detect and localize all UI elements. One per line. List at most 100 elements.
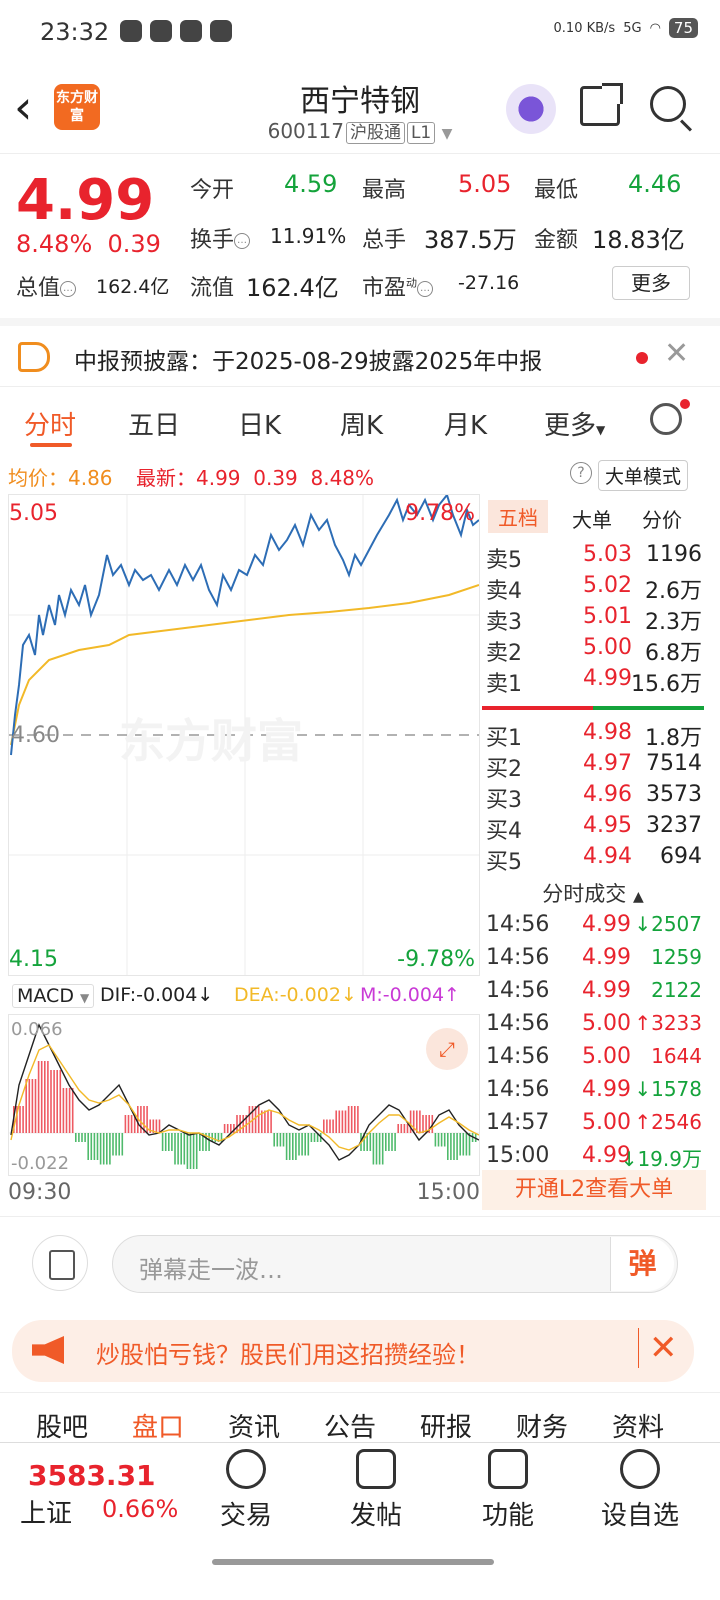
high-label: 最高 <box>362 178 407 203</box>
macd-bar <box>158 1119 161 1133</box>
tab-news[interactable]: 资讯 <box>228 1413 281 1443</box>
macd-bar <box>19 1106 21 1133</box>
promo-text[interactable]: 炒股怕亏钱？股民们用这招攒经验！ <box>96 1341 480 1369</box>
index-value[interactable]: 3583.31 <box>28 1459 156 1492</box>
tab-announcements[interactable]: 公告 <box>324 1413 377 1443</box>
tab-day-k[interactable]: 日K <box>238 411 282 441</box>
level-price: 5.03 <box>583 542 632 567</box>
close-icon[interactable]: ✕ <box>664 336 690 371</box>
macd-bar <box>357 1106 359 1133</box>
tick-volume: 1644 <box>651 1044 702 1068</box>
macd-chart[interactable]: 0.066 -0.022 <box>8 1014 480 1176</box>
macd-bar <box>369 1133 372 1151</box>
y-min-label: 4.15 <box>9 947 58 972</box>
l2-upgrade-banner[interactable]: 开通L2查看大单 <box>482 1170 706 1210</box>
info-icon[interactable]: … <box>60 281 77 297</box>
tab-month-k[interactable]: 月K <box>444 411 488 441</box>
tab-finance[interactable]: 财务 <box>516 1413 569 1443</box>
macd-bar <box>248 1106 251 1133</box>
info-icon[interactable]: … <box>234 233 251 249</box>
nav-add-watchlist[interactable]: 设自选 <box>590 1449 690 1532</box>
tick-row: 14:56 4.99 2122 <box>486 978 704 1011</box>
macd-bar <box>316 1133 319 1142</box>
tick-time: 14:56 <box>486 1077 550 1102</box>
tick-volume: ↑3233 <box>634 1011 702 1035</box>
macd-bar <box>310 1133 313 1142</box>
change-pct: 8.48% <box>16 230 93 258</box>
level-label: 卖1 <box>486 672 522 697</box>
help-icon[interactable]: ? <box>570 462 592 484</box>
back-icon[interactable]: ‹ <box>14 80 33 134</box>
app-logo[interactable]: 东方财富 <box>54 84 100 130</box>
index-name[interactable]: 上证 <box>20 1499 73 1529</box>
edit-icon <box>356 1449 396 1489</box>
macd-bar <box>217 1133 220 1142</box>
book-divider <box>482 706 704 710</box>
macd-bar <box>174 1133 176 1165</box>
intraday-chart[interactable]: 东方财富 5.05 4.60 4.15 9.78% -9.78% <box>8 494 480 976</box>
macd-bar <box>171 1133 173 1151</box>
notice-bar[interactable]: 中报预披露：于2025-08-29披露2025年中报 ✕ <box>0 318 720 384</box>
more-button[interactable]: 更多 <box>612 266 690 300</box>
float-label: 流值 <box>190 276 235 301</box>
tab-forum[interactable]: 股吧 <box>36 1413 89 1443</box>
macd-bar <box>183 1133 186 1165</box>
level-badge: L1 <box>406 122 436 144</box>
notice-text[interactable]: 中报预披露：于2025-08-29披露2025年中报 <box>74 349 543 375</box>
nav-post[interactable]: 发帖 <box>326 1449 426 1532</box>
level-volume: 3573 <box>646 782 702 807</box>
tab-big-order[interactable]: 大单 <box>572 508 612 532</box>
tab-more[interactable]: 更多▼ <box>544 405 605 442</box>
tab-5day[interactable]: 五日 <box>128 411 181 441</box>
caret-up-icon[interactable]: ▲ <box>632 889 644 905</box>
macd-bar <box>468 1133 471 1156</box>
battery-icon: 75 <box>668 18 698 38</box>
comment-bar: 弹幕走一波… 弹 <box>0 1216 720 1310</box>
big-order-mode-button[interactable]: 大单模式 <box>598 460 689 491</box>
mcap-label-text: 总值 <box>16 276 61 301</box>
tab-price-split[interactable]: 分价 <box>642 508 682 532</box>
close-icon[interactable]: ✕ <box>638 1328 678 1368</box>
macd-bar <box>56 1070 58 1133</box>
share-icon[interactable] <box>580 83 623 126</box>
indicator-select[interactable]: MACD ▼ <box>12 984 95 1008</box>
ask-row: 卖1 4.99 15.6万 <box>486 666 704 697</box>
danmaku-input[interactable]: 弹幕走一波… <box>112 1235 678 1293</box>
macd-bar <box>326 1119 328 1133</box>
macd-bar <box>279 1133 282 1147</box>
time-axis: 09:30 15:00 <box>8 1180 480 1205</box>
level-price: 5.00 <box>583 635 632 660</box>
assistant-icon[interactable] <box>506 84 556 134</box>
index-pct[interactable]: 0.66% <box>102 1495 179 1523</box>
tab-week-k[interactable]: 周K <box>340 411 384 441</box>
tab-intraday[interactable]: 分时 <box>24 411 77 441</box>
chevron-down-icon[interactable]: ▼ <box>441 126 453 142</box>
info-icon[interactable]: … <box>417 281 434 297</box>
macd-bar <box>459 1133 461 1156</box>
danmaku-settings-icon[interactable] <box>32 1235 88 1291</box>
nav-trade[interactable]: 交易 <box>196 1449 296 1532</box>
macd-bar <box>344 1110 347 1133</box>
macd-bar <box>75 1133 77 1142</box>
wifi-icon: ◠ <box>649 20 661 36</box>
gear-icon[interactable] <box>650 403 682 435</box>
megaphone-icon <box>32 1336 64 1364</box>
search-icon[interactable] <box>650 86 686 122</box>
macd-bar <box>22 1106 24 1133</box>
unread-dot <box>636 352 648 364</box>
level-volume: 694 <box>660 844 702 869</box>
macd-bar <box>140 1106 142 1133</box>
danmaku-toggle-button[interactable]: 弹 <box>610 1237 674 1291</box>
expand-icon[interactable]: ⤢ <box>426 1028 468 1070</box>
nav-functions[interactable]: 功能 <box>458 1449 558 1532</box>
macd-bar <box>363 1133 365 1151</box>
tab-five-level[interactable]: 五档 <box>488 500 548 533</box>
macd-bar <box>223 1124 226 1133</box>
tick-volume: ↑2546 <box>634 1110 702 1134</box>
tab-research[interactable]: 研报 <box>420 1413 473 1443</box>
macd-bars <box>13 1061 477 1169</box>
tab-quote-board[interactable]: 盘口 <box>132 1413 185 1443</box>
tab-profile[interactable]: 资料 <box>612 1413 665 1443</box>
macd-bar <box>254 1106 257 1133</box>
promo-banner[interactable]: 炒股怕亏钱？股民们用这招攒经验！ ✕ <box>12 1320 694 1382</box>
